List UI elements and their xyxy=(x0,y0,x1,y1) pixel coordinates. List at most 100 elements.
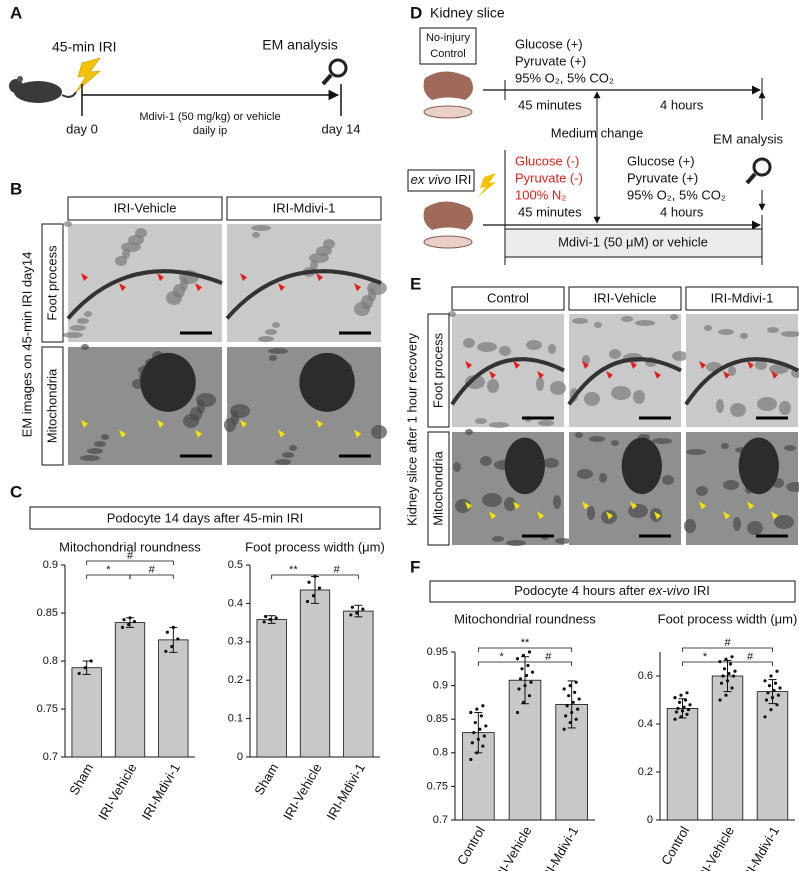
y-tick-label: 0.2 xyxy=(228,674,243,686)
membrane xyxy=(225,269,382,320)
column-header: IRI-Mdivi-1 xyxy=(711,290,774,305)
title-box xyxy=(429,580,796,603)
yellow-arrow xyxy=(195,429,202,438)
data-point xyxy=(470,741,474,745)
texture xyxy=(757,397,777,411)
data-point xyxy=(165,630,169,634)
image-bg xyxy=(452,314,564,427)
yellow-arrow xyxy=(582,501,589,510)
texture xyxy=(784,445,796,451)
texture xyxy=(64,221,72,227)
data-point xyxy=(469,710,473,715)
treatment-box xyxy=(504,228,763,258)
texture xyxy=(635,320,655,326)
column-header-box xyxy=(67,196,223,221)
texture xyxy=(587,506,595,520)
texture xyxy=(733,517,741,531)
x-tick-label: IRI-Mdivi-1 xyxy=(537,824,581,871)
texture xyxy=(367,281,387,295)
column-header-box xyxy=(568,286,682,311)
significance-label: # xyxy=(545,651,552,663)
data-point xyxy=(776,693,781,697)
data-point xyxy=(264,614,268,619)
texture xyxy=(536,377,544,391)
texture xyxy=(480,456,492,466)
data-point xyxy=(469,757,473,762)
data-point xyxy=(724,657,728,661)
data-point xyxy=(676,706,680,711)
treatment-label: Mdivi-1 (50 mg/kg) or vehicle xyxy=(139,111,280,123)
y-tick-label: 0.2 xyxy=(638,766,653,778)
texture xyxy=(453,462,461,472)
em-image xyxy=(224,347,387,465)
italic-part: ex-vivo xyxy=(649,583,690,598)
data-point xyxy=(673,717,677,721)
x-tick-label: Sham xyxy=(66,761,96,798)
data-point xyxy=(766,691,770,695)
texture xyxy=(258,336,274,342)
texture xyxy=(196,393,216,407)
data-point xyxy=(562,727,566,731)
yellow-arrow xyxy=(81,419,88,428)
y-tick-label: 0.85 xyxy=(37,607,58,619)
membrane xyxy=(567,357,682,406)
red-arrowhead xyxy=(354,283,361,292)
condition: 95% O₂, 5% CO₂ xyxy=(627,187,726,202)
data-point xyxy=(688,703,692,707)
nucleus xyxy=(299,352,355,412)
significance-label: * xyxy=(500,651,505,663)
data-point xyxy=(686,708,691,712)
column-header: Control xyxy=(487,290,529,305)
significance-label: # xyxy=(724,637,731,649)
data-point xyxy=(517,687,521,691)
data-point xyxy=(722,667,727,671)
texture xyxy=(716,399,724,413)
data-point xyxy=(77,671,81,676)
data-point xyxy=(481,744,485,748)
kidney-icon xyxy=(423,201,474,249)
red-arrowhead xyxy=(157,273,164,282)
italic-part: ex vivo xyxy=(411,172,451,187)
yellow-arrow xyxy=(278,429,285,438)
em-image xyxy=(452,429,571,546)
data-point xyxy=(775,669,779,673)
texture xyxy=(265,329,277,335)
texture xyxy=(686,449,706,455)
x-tick-label: IRI-Mdivi-1 xyxy=(138,761,182,823)
data-point xyxy=(128,616,132,620)
nucleus xyxy=(621,437,662,495)
data-point xyxy=(568,720,572,725)
row-label-box xyxy=(41,346,64,466)
red-arrowhead xyxy=(465,360,472,369)
duration: 45 minutes xyxy=(518,204,582,219)
row-label: Mitochondria xyxy=(430,451,445,526)
significance-bracket xyxy=(477,647,573,652)
data-point xyxy=(680,709,685,713)
row-label: Mitochondria xyxy=(44,368,59,443)
data-point xyxy=(520,667,524,671)
lightning-icon xyxy=(75,57,101,93)
column-header-box xyxy=(226,196,382,221)
column-header: IRI-Vehicle xyxy=(114,200,177,215)
texture xyxy=(543,458,559,468)
significance-label: ** xyxy=(521,637,530,649)
red-arrowhead xyxy=(723,370,730,379)
data-point xyxy=(361,607,365,611)
image-bg xyxy=(68,224,222,342)
texture xyxy=(781,331,799,337)
data-point xyxy=(518,677,523,681)
texture xyxy=(718,329,734,335)
y-tick-label: 0.85 xyxy=(427,713,448,725)
data-point xyxy=(355,611,359,615)
magnifier-icon xyxy=(321,58,348,86)
iri-box xyxy=(407,169,475,192)
data-point xyxy=(772,688,776,693)
texture xyxy=(786,482,799,492)
chart-subtitle: Foot process width (μm) xyxy=(658,611,798,626)
data-point xyxy=(769,708,773,712)
data-point xyxy=(763,679,767,683)
texture xyxy=(272,322,280,328)
texture xyxy=(538,420,554,426)
bar xyxy=(711,675,744,821)
data-point xyxy=(120,625,125,630)
